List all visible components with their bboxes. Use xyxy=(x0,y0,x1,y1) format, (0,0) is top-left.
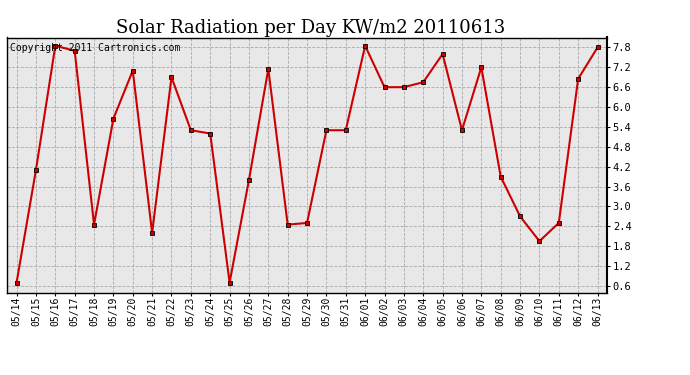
Text: Solar Radiation per Day KW/m2 20110613: Solar Radiation per Day KW/m2 20110613 xyxy=(116,19,505,37)
Text: Copyright 2011 Cartronics.com: Copyright 2011 Cartronics.com xyxy=(10,43,180,52)
